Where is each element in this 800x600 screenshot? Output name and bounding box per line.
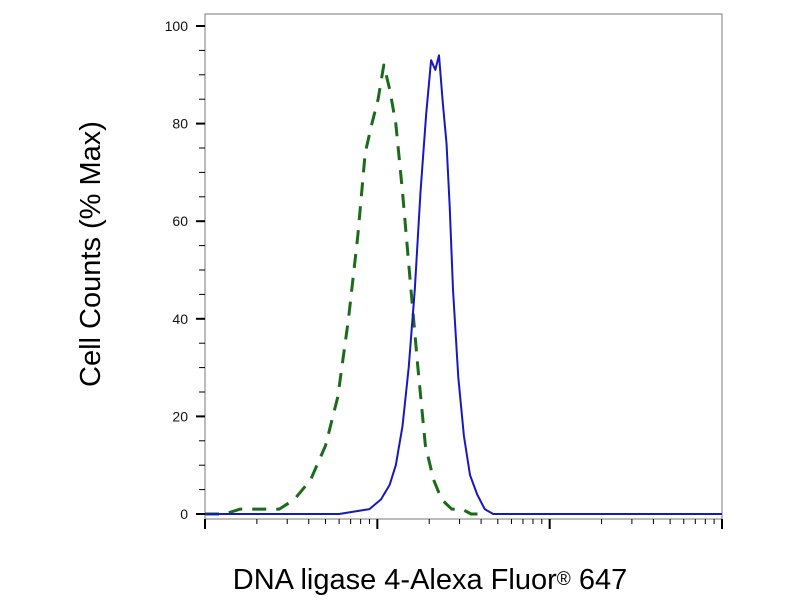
y-tick-label: 40 xyxy=(172,311,188,327)
series-line-2 xyxy=(205,54,722,515)
series-layer xyxy=(205,54,722,516)
y-tick-label: 60 xyxy=(172,213,188,229)
x-axis-title: DNA ligase 4-Alexa Fluor® 647 xyxy=(233,564,627,596)
x-axis-title-mark: ® xyxy=(557,569,571,590)
y-tick-label: 80 xyxy=(172,116,188,132)
plot-frame xyxy=(204,13,723,520)
y-tick-label: 20 xyxy=(172,408,188,424)
x-axis-title-suffix: 647 xyxy=(571,564,627,596)
x-axis xyxy=(204,519,723,529)
y-axis: 0 20 40 60 80 100 xyxy=(165,18,205,522)
y-tick-label: 0 xyxy=(180,506,188,522)
series-line-1 xyxy=(205,63,482,516)
y-tick-label: 100 xyxy=(165,18,189,34)
x-axis-title-main: DNA ligase 4-Alexa Fluor xyxy=(233,564,557,596)
y-axis-title: Cell Counts (% Max) xyxy=(75,121,107,387)
